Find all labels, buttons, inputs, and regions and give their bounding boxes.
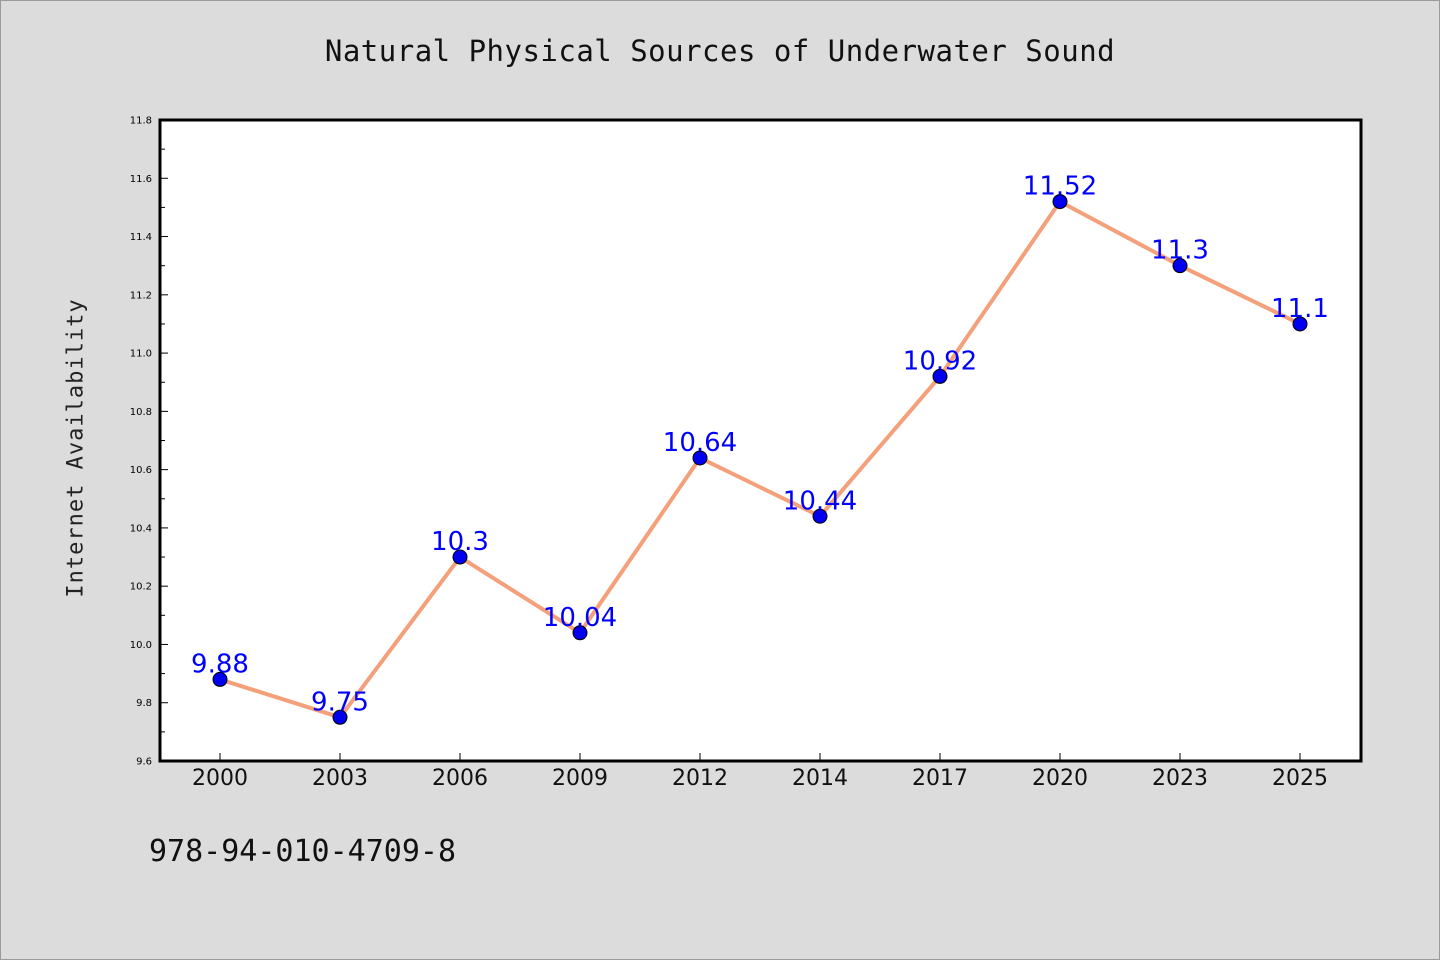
data-label: 9.75 bbox=[311, 687, 369, 717]
y-tick-label: 10.8 bbox=[130, 407, 152, 418]
x-tick-label: 2020 bbox=[1032, 766, 1088, 791]
x-tick-label: 2006 bbox=[432, 766, 488, 791]
y-tick-label: 9.8 bbox=[136, 698, 152, 709]
isbn-footnote: 978-94-010-4709-8 bbox=[149, 834, 457, 869]
data-label: 11.3 bbox=[1151, 236, 1209, 266]
y-tick-label: 10.2 bbox=[130, 582, 152, 593]
plot-area bbox=[158, 118, 1363, 763]
x-tick-label: 2017 bbox=[912, 766, 968, 791]
data-point bbox=[332, 709, 348, 725]
data-label: 11.52 bbox=[1023, 172, 1097, 202]
data-point bbox=[212, 671, 228, 687]
x-tick-label: 2000 bbox=[192, 766, 248, 791]
x-tick-label: 2003 bbox=[312, 766, 368, 791]
y-tick-label: 10.4 bbox=[130, 523, 152, 534]
y-tick-label: 10.6 bbox=[130, 465, 152, 476]
y-tick-label: 11.2 bbox=[130, 290, 152, 301]
data-point bbox=[572, 625, 588, 641]
data-label: 11.1 bbox=[1271, 294, 1329, 324]
data-point bbox=[1292, 316, 1308, 332]
x-tick-label: 2012 bbox=[672, 766, 728, 791]
data-label: 10.92 bbox=[903, 346, 977, 376]
x-tick-label: 2014 bbox=[792, 766, 848, 791]
y-tick-label: 9.6 bbox=[136, 757, 152, 768]
data-label: 10.04 bbox=[543, 603, 617, 633]
data-point bbox=[1052, 194, 1068, 210]
x-tick-label: 2009 bbox=[552, 766, 608, 791]
data-label: 9.88 bbox=[191, 649, 249, 679]
data-point bbox=[812, 508, 828, 524]
data-point bbox=[1172, 258, 1188, 274]
data-label: 10.44 bbox=[783, 486, 857, 516]
series-line bbox=[219, 199, 1301, 720]
x-tick-label: 2023 bbox=[1152, 766, 1208, 791]
y-tick-label: 11.6 bbox=[130, 174, 152, 185]
y-tick-label: 10.0 bbox=[130, 640, 152, 651]
y-tick-label: 11.0 bbox=[130, 349, 152, 360]
data-point bbox=[452, 549, 468, 565]
data-label: 10.3 bbox=[431, 527, 489, 557]
data-point bbox=[932, 368, 948, 384]
x-tick-label: 2025 bbox=[1272, 766, 1328, 791]
chart-title: Natural Physical Sources of Underwater S… bbox=[324, 34, 1116, 68]
data-point bbox=[692, 450, 708, 466]
data-label: 10.64 bbox=[663, 428, 737, 458]
y-tick-label: 11.4 bbox=[130, 232, 152, 243]
y-tick-label: 11.8 bbox=[130, 116, 152, 127]
